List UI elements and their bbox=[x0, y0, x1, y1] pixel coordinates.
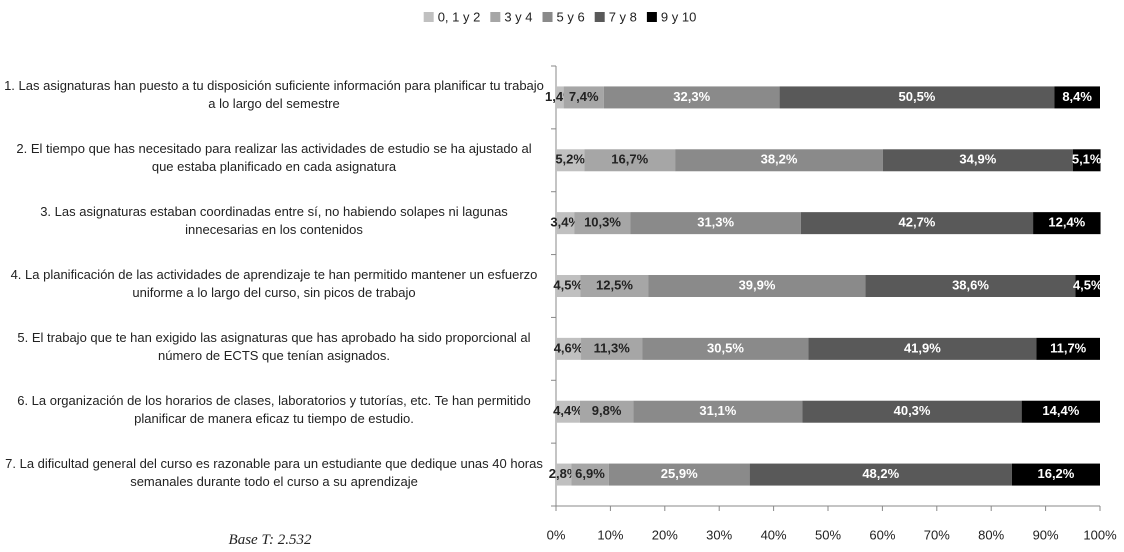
x-tick-label: 100% bbox=[1083, 527, 1117, 542]
bar-segment bbox=[556, 400, 580, 423]
value-label: 8,4% bbox=[1062, 89, 1092, 104]
x-tick-label: 50% bbox=[815, 527, 841, 542]
legend-swatch bbox=[646, 12, 657, 22]
bar-segment bbox=[556, 212, 575, 235]
x-tick-label: 30% bbox=[706, 527, 732, 542]
bar-segment bbox=[642, 337, 809, 360]
legend-label: 5 y 6 bbox=[557, 9, 585, 24]
legend-label: 7 y 8 bbox=[609, 9, 637, 24]
bar-segment bbox=[882, 149, 1073, 172]
x-tick-label: 70% bbox=[924, 527, 950, 542]
value-label: 5,1% bbox=[1072, 152, 1102, 167]
legend-swatch bbox=[490, 12, 501, 22]
bar-segment bbox=[1021, 400, 1100, 423]
bar-segment bbox=[675, 149, 883, 172]
bar-segment bbox=[608, 463, 750, 486]
bar-segment bbox=[556, 149, 585, 172]
bar-segment bbox=[574, 212, 631, 235]
value-label: 40,3% bbox=[894, 403, 931, 418]
bar-segment bbox=[865, 275, 1076, 297]
value-label: 11,3% bbox=[594, 340, 631, 355]
value-label: 5,2% bbox=[555, 152, 585, 167]
category-label: 6. La organización de los horarios de cl… bbox=[17, 392, 531, 426]
value-label: 4,6% bbox=[554, 340, 584, 355]
bar-segment bbox=[749, 463, 1012, 486]
value-label: 16,2% bbox=[1037, 466, 1074, 481]
value-label: 32,3% bbox=[673, 89, 710, 104]
x-tick-label: 60% bbox=[869, 527, 895, 542]
x-tick-label: 10% bbox=[597, 527, 623, 542]
value-label: 4,4% bbox=[553, 403, 583, 418]
category-label: 1. Las asignaturas han puesto a tu dispo… bbox=[4, 78, 544, 112]
value-label: 38,2% bbox=[761, 152, 798, 167]
bar-segment bbox=[556, 86, 564, 109]
value-label: 4,5% bbox=[553, 277, 583, 292]
x-tick-label: 0% bbox=[547, 527, 566, 542]
value-label: 11,7% bbox=[1050, 340, 1087, 355]
bar-segment bbox=[808, 337, 1037, 360]
value-label: 3,4% bbox=[550, 215, 580, 230]
bar-segment bbox=[1033, 212, 1101, 235]
value-label: 42,7% bbox=[899, 215, 936, 230]
value-label: 25,9% bbox=[661, 466, 698, 481]
bar-segment bbox=[1011, 463, 1100, 486]
value-label: 14,4% bbox=[1042, 403, 1079, 418]
category-label: 3. Las asignaturas estaban coordinadas e… bbox=[40, 204, 508, 238]
bar-segment bbox=[603, 86, 780, 109]
bar-segment bbox=[1072, 149, 1101, 172]
category-label: 4. La planificación de las actividades d… bbox=[10, 267, 538, 300]
value-label: 31,1% bbox=[699, 403, 736, 418]
bar-segment bbox=[563, 86, 604, 109]
bar-segment bbox=[1054, 86, 1100, 109]
bar-segment bbox=[580, 275, 649, 297]
x-tick-label: 90% bbox=[1033, 527, 1059, 542]
value-label: 6,9% bbox=[575, 466, 605, 481]
category-label: 2. El tiempo que has necesitado para rea… bbox=[16, 141, 532, 175]
value-label: 34,9% bbox=[959, 152, 996, 167]
bar-segment bbox=[630, 212, 801, 235]
annotation: Base T: 2.532 bbox=[228, 532, 312, 548]
bar-segment bbox=[1075, 275, 1100, 297]
legend-swatch bbox=[542, 12, 553, 22]
bar-segment bbox=[571, 463, 609, 486]
legend-label: 3 y 4 bbox=[504, 9, 532, 24]
bar-segment bbox=[579, 400, 634, 423]
bar-segment bbox=[802, 400, 1022, 423]
bar-segment bbox=[1036, 337, 1100, 360]
category-label: 7. La dificultad general del curso es ra… bbox=[5, 455, 543, 489]
value-label: 16,7% bbox=[611, 152, 648, 167]
value-label: 4,5% bbox=[1073, 277, 1103, 292]
value-label: 48,2% bbox=[862, 466, 899, 481]
bar-segment bbox=[633, 400, 803, 423]
value-label: 50,5% bbox=[899, 89, 936, 104]
legend-swatch bbox=[594, 12, 605, 22]
legend-label: 9 y 10 bbox=[661, 9, 696, 24]
bar-segment bbox=[556, 337, 582, 360]
bar-segment bbox=[584, 149, 676, 172]
legend-swatch bbox=[423, 12, 434, 22]
value-label: 31,3% bbox=[697, 215, 734, 230]
legend-label: 0, 1 y 2 bbox=[438, 9, 481, 24]
value-label: 7,4% bbox=[569, 89, 599, 104]
bar-segment bbox=[648, 275, 866, 297]
bar-segment bbox=[556, 275, 581, 297]
bar-segment bbox=[581, 337, 643, 360]
bar-segment bbox=[556, 463, 572, 486]
value-label: 12,4% bbox=[1048, 215, 1085, 230]
category-label: 5. El trabajo que te han exigido las asi… bbox=[17, 329, 531, 363]
value-label: 9,8% bbox=[592, 403, 622, 418]
value-label: 38,6% bbox=[952, 277, 989, 292]
value-label: 12,5% bbox=[596, 277, 633, 292]
value-label: 30,5% bbox=[707, 340, 744, 355]
value-label: 10,3% bbox=[584, 215, 621, 230]
x-tick-label: 20% bbox=[652, 527, 678, 542]
x-tick-label: 40% bbox=[761, 527, 787, 542]
value-label: 41,9% bbox=[904, 340, 941, 355]
x-tick-label: 80% bbox=[978, 527, 1004, 542]
bar-segment bbox=[779, 86, 1055, 109]
bar-segment bbox=[800, 212, 1034, 235]
value-label: 39,9% bbox=[739, 277, 776, 292]
